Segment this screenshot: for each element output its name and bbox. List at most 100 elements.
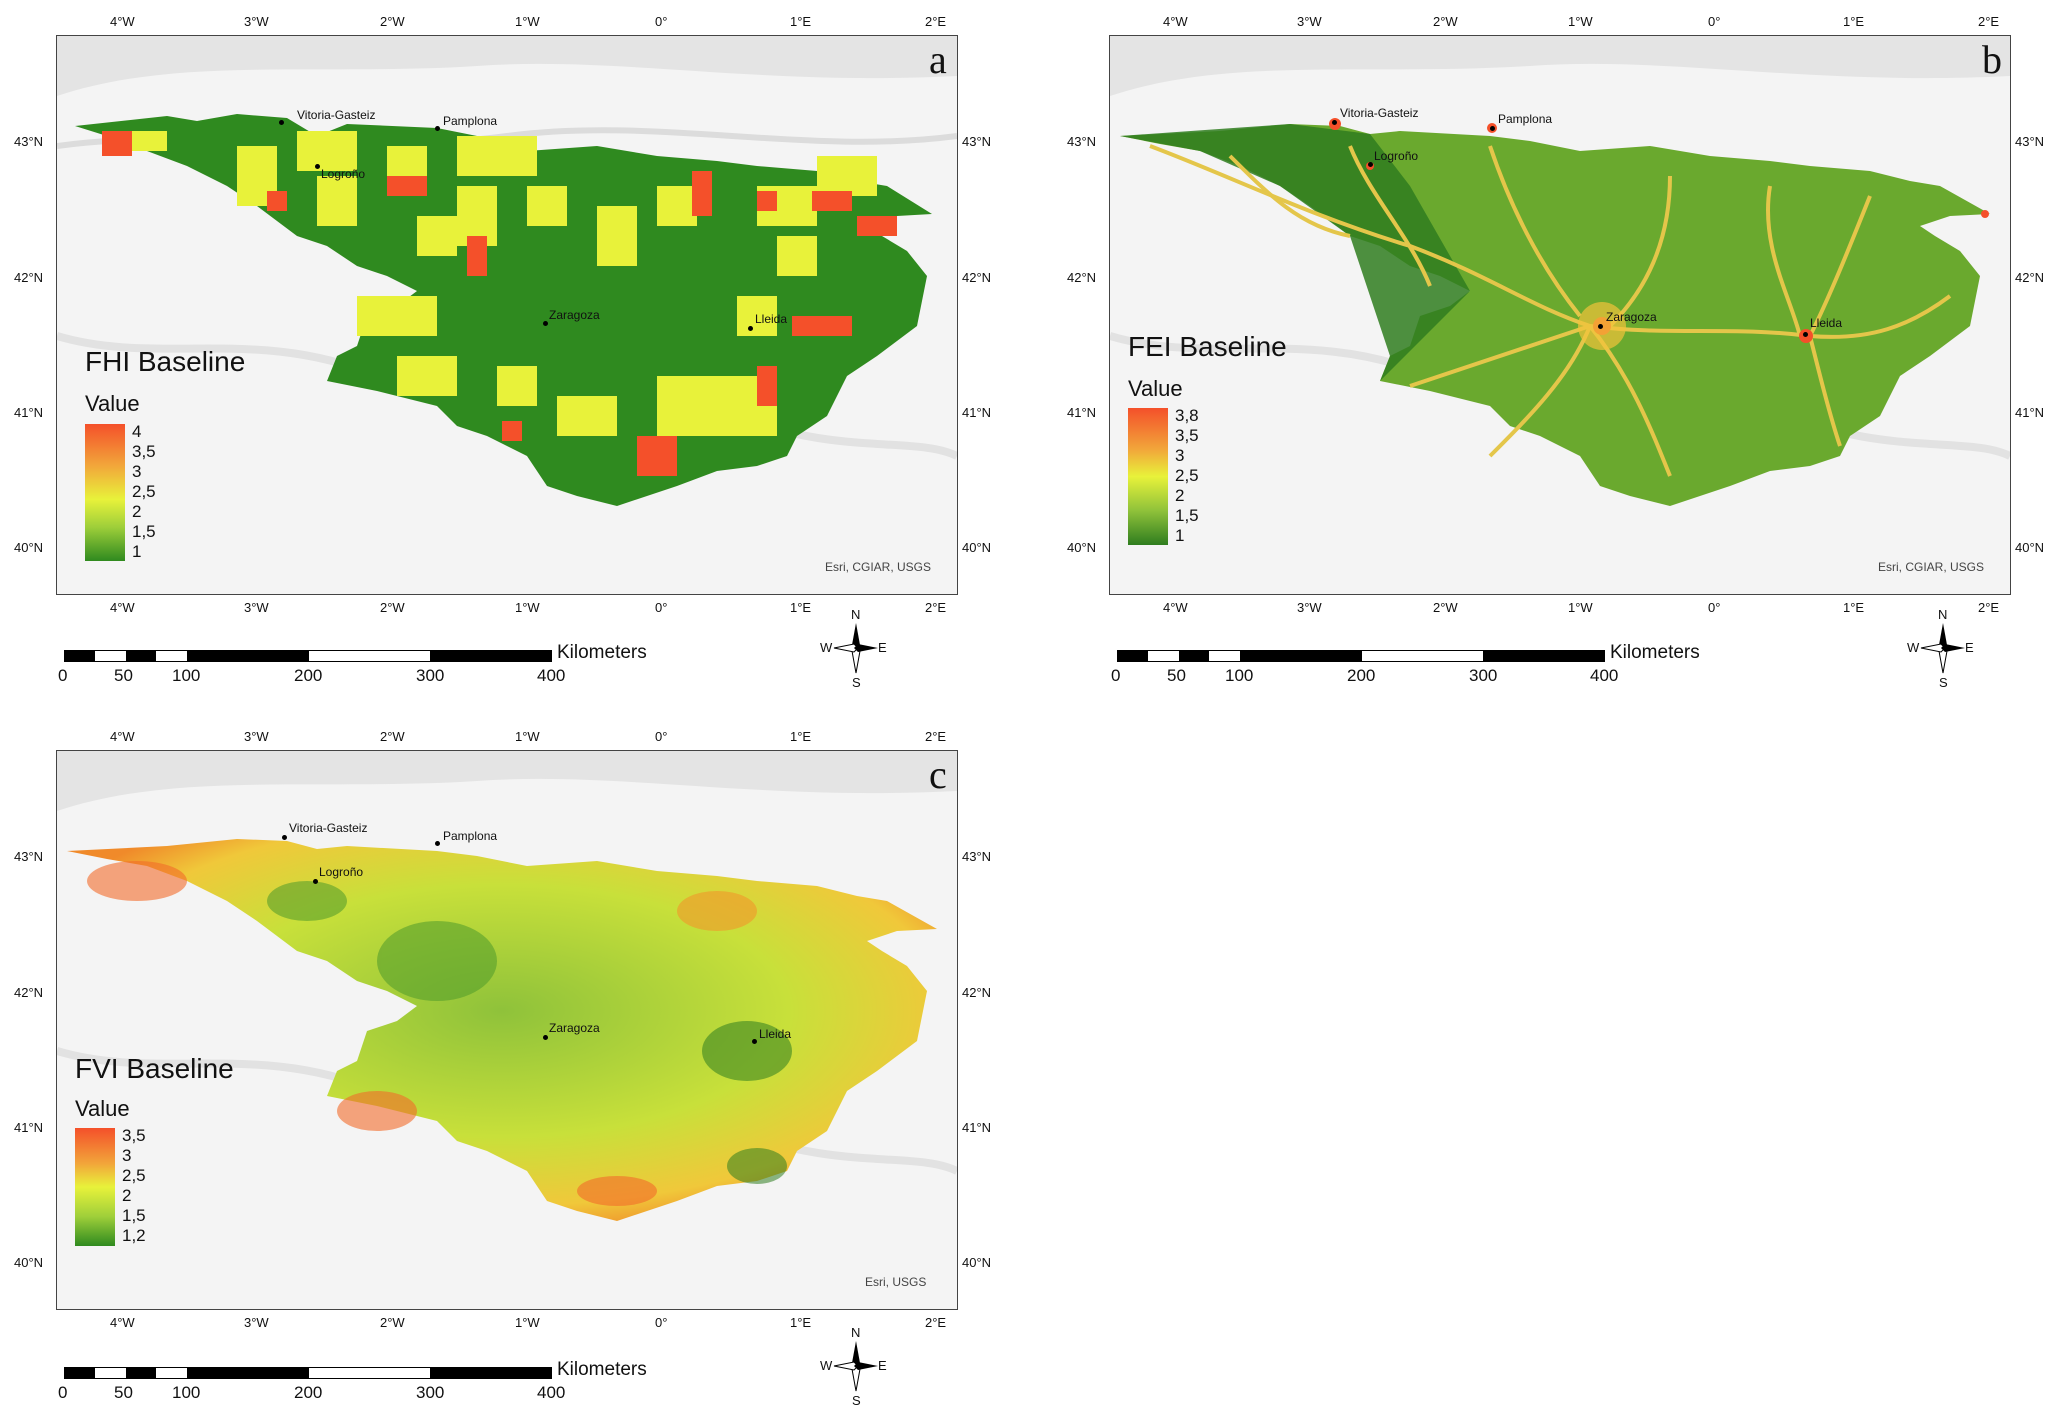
city-label-vitoria: Vitoria-Gasteiz: [297, 108, 376, 122]
map-canvas: [57, 36, 957, 506]
lon-label: 1°E: [1843, 600, 1865, 615]
city-dot: [1368, 162, 1373, 167]
legend-value: 1: [1175, 526, 1185, 545]
lat-label: 42°N: [962, 270, 992, 285]
city-label-zaragoza: Zaragoza: [1606, 310, 1657, 324]
lon-label: 4°W: [1163, 600, 1188, 615]
city-dot: [282, 835, 287, 840]
scale-tick: 300: [1469, 666, 1498, 685]
city-dot: [543, 321, 548, 326]
lon-label: 2°W: [1433, 600, 1458, 615]
city-label-lleida: Lleida: [1810, 316, 1843, 330]
city-label-pamplona: Pamplona: [443, 114, 498, 128]
lon-label: 2°E: [925, 729, 947, 744]
legend-value: 1,2: [122, 1226, 146, 1245]
north-arrow-icon: N S E W: [1907, 607, 1974, 690]
city-dot: [315, 164, 320, 169]
lat-label: 42°N: [14, 270, 44, 285]
map-panel-c: 4°W 3°W 2°W 1°W 0° 1°E 2°E: [0, 715, 1000, 1426]
scale-tick: 0: [58, 1383, 68, 1402]
city-dot: [435, 841, 440, 846]
city-dot: [752, 1039, 757, 1044]
lon-label: 3°W: [1297, 14, 1322, 29]
lat-label: 41°N: [14, 405, 44, 420]
city-label-zaragoza: Zaragoza: [549, 308, 600, 322]
lon-label: 1°W: [515, 1315, 540, 1330]
attribution: Esri, USGS: [865, 1275, 927, 1289]
lon-label: 4°W: [110, 729, 135, 744]
lat-label: 43°N: [14, 134, 44, 149]
scale-tick: 100: [172, 666, 201, 685]
scale-tick: 400: [537, 666, 566, 685]
lon-label: 3°W: [244, 1315, 269, 1330]
lat-label: 42°N: [14, 985, 44, 1000]
lon-label: 2°W: [1433, 14, 1458, 29]
city-dot: [748, 326, 753, 331]
lat-label: 40°N: [14, 540, 44, 555]
lon-label: 3°W: [244, 14, 269, 29]
legend-value: 1: [132, 542, 142, 561]
legend-color-ramp: [75, 1128, 115, 1246]
city-dot: [435, 126, 440, 131]
lon-label: 0°: [655, 729, 668, 744]
basin-shape: [1120, 124, 1990, 506]
legend-value: 3,5: [122, 1126, 146, 1145]
lon-label: 2°W: [380, 729, 405, 744]
lon-label: 0°: [655, 14, 668, 29]
city-label-logrono: Logroño: [321, 167, 366, 181]
scale-tick: 100: [1225, 666, 1254, 685]
city-dot: [313, 879, 318, 884]
lon-label: 2°E: [1978, 14, 2000, 29]
lat-label: 41°N: [2015, 405, 2045, 420]
legend-title: FEI Baseline: [1128, 331, 1287, 362]
city-dot: [1490, 126, 1495, 131]
scale-tick: 300: [416, 666, 445, 685]
attribution: Esri, CGIAR, USGS: [825, 560, 932, 574]
lon-label: 1°E: [790, 600, 812, 615]
legend-subtitle: Value: [75, 1096, 130, 1121]
map-frame: Vitoria-Gasteiz Pamplona Logroño Zaragoz…: [56, 750, 958, 1310]
dark-green-areas: [267, 881, 792, 1184]
north-arrow-icon: N S E W: [820, 607, 887, 690]
city-label-logrono: Logroño: [319, 865, 364, 879]
scale-unit: Kilometers: [557, 642, 647, 663]
scale-tick: 300: [416, 1383, 445, 1402]
city-dot: [1332, 120, 1337, 125]
scale-tick: 200: [294, 1383, 323, 1402]
map-frame: Vitoria-Gasteiz Pamplona Logroño Zaragoz…: [1109, 35, 2011, 595]
lon-label: 1°W: [515, 14, 540, 29]
city-dot: [279, 120, 284, 125]
lat-label: 41°N: [1067, 405, 1097, 420]
city-label-pamplona: Pamplona: [1498, 112, 1553, 126]
city-label-logrono: Logroño: [1374, 149, 1419, 163]
map-frame: Vitoria-Gasteiz Pamplona Logroño Zaragoz…: [56, 35, 958, 595]
legend-value: 2: [1175, 486, 1185, 505]
map-canvas: [1110, 36, 2010, 506]
lat-label: 40°N: [14, 1255, 44, 1270]
legend-color-ramp: [85, 424, 125, 561]
legend-value: 3,8: [1175, 406, 1199, 425]
city-label-lleida: Lleida: [759, 1027, 792, 1041]
scale-tick: 400: [537, 1383, 566, 1402]
lat-label: 43°N: [962, 134, 992, 149]
basin-shape: [67, 839, 937, 1221]
lon-label: 2°W: [380, 14, 405, 29]
lon-label: 2°W: [380, 600, 405, 615]
lon-label: 1°W: [1568, 14, 1593, 29]
lat-label: 42°N: [2015, 270, 2045, 285]
lat-label: 43°N: [962, 849, 992, 864]
scale-tick: 0: [58, 666, 68, 685]
lon-label: 1°E: [790, 729, 812, 744]
legend-subtitle: Value: [85, 391, 140, 416]
city-label-vitoria: Vitoria-Gasteiz: [289, 821, 368, 835]
lat-label: 40°N: [1067, 540, 1097, 555]
city-label-zaragoza: Zaragoza: [549, 1021, 600, 1035]
lat-label: 40°N: [962, 1255, 992, 1270]
lon-label: 3°W: [244, 729, 269, 744]
lon-label: 0°: [655, 1315, 668, 1330]
lat-label: 41°N: [14, 1120, 44, 1135]
lon-label: 2°E: [1978, 600, 2000, 615]
panel-letter: c: [929, 752, 947, 797]
city-dot: [1598, 324, 1603, 329]
legend-title: FVI Baseline: [75, 1053, 234, 1084]
